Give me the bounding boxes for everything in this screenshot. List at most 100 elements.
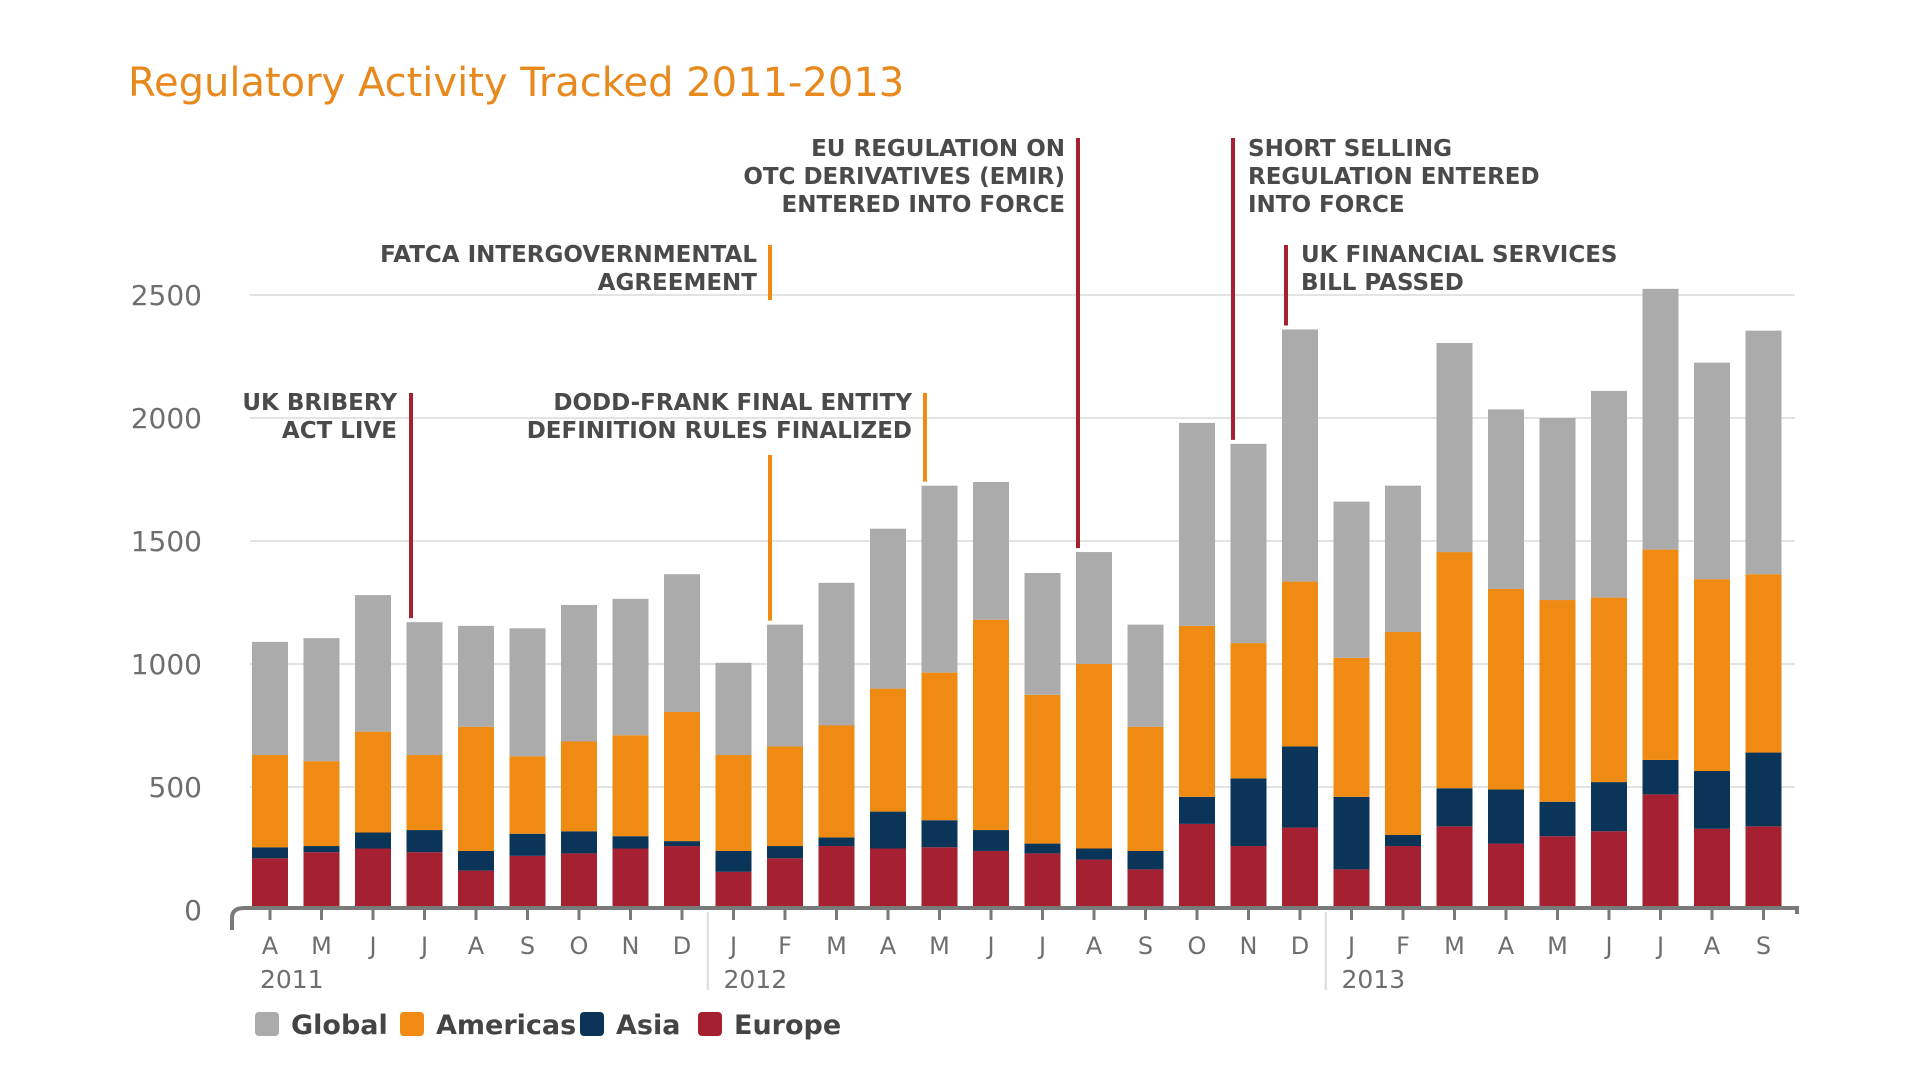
bar-global (921, 485, 958, 673)
bar-europe (303, 852, 340, 910)
bar-asia (612, 836, 649, 849)
bar-europe (870, 848, 906, 910)
x-tick-label: O (570, 932, 589, 960)
bar-europe (1745, 826, 1782, 910)
annotation-text: ACT LIVE (282, 418, 397, 444)
bar-global (561, 604, 597, 742)
bar-americas (1591, 597, 1627, 783)
bar-europe (664, 846, 700, 910)
annotation-text: UK FINANCIAL SERVICES (1301, 242, 1617, 268)
bar-global (458, 625, 494, 727)
bar-global (1333, 501, 1370, 658)
bar-americas (252, 755, 288, 848)
bar-asia (1230, 778, 1267, 847)
chart-title: Regulatory Activity Tracked 2011-2013 (128, 60, 904, 106)
bar-americas (1745, 574, 1782, 753)
legend-label-asia: Asia (616, 1010, 680, 1041)
bar-europe (561, 853, 597, 910)
bar-asia (1333, 796, 1370, 870)
annotation-text: FATCA INTERGOVERNMENTAL (380, 242, 757, 268)
x-tick-label: M (1444, 932, 1465, 960)
x-tick-label: J (419, 932, 428, 960)
bar-americas (715, 755, 752, 851)
x-tick-label: D (673, 932, 691, 960)
bar-global (715, 662, 752, 756)
x-tick-label: A (880, 932, 897, 960)
bar-asia (1076, 848, 1112, 860)
bar-global (1488, 409, 1524, 589)
x-tick-label: A (1086, 932, 1103, 960)
bar-americas (1024, 694, 1061, 844)
bar-global (1539, 418, 1576, 601)
y-tick-label: 0 (184, 894, 202, 927)
bar-global (612, 598, 649, 736)
bar-global (973, 481, 1009, 620)
bar-americas (1179, 625, 1215, 797)
bar-europe (715, 871, 752, 910)
y-tick-label: 1000 (131, 648, 202, 681)
bar-europe (252, 858, 288, 910)
x-tick-label: F (1396, 932, 1410, 960)
legend-label-europe: Europe (734, 1010, 841, 1041)
x-tick-label: J (985, 932, 994, 960)
bar-americas (612, 735, 649, 837)
legend-swatch-global (255, 1012, 279, 1036)
bar-americas (406, 755, 443, 831)
bar-europe (1179, 823, 1215, 910)
x-tick-label: J (1037, 932, 1046, 960)
bar-asia (1539, 801, 1576, 837)
x-tick-label: A (1498, 932, 1515, 960)
annotation-text: UK BRIBERY (242, 390, 397, 416)
bar-asia (252, 847, 288, 859)
bar-americas (664, 711, 700, 842)
bar-asia (1745, 752, 1782, 827)
bar-europe (1024, 853, 1061, 910)
x-tick-label: M (1547, 932, 1568, 960)
y-tick-label: 500 (149, 771, 202, 804)
bar-asia (1642, 759, 1679, 795)
bar-global (1591, 390, 1627, 598)
bar-global (252, 641, 288, 756)
bar-americas (303, 761, 340, 847)
bar-europe (509, 855, 546, 910)
x-tick-label: D (1291, 932, 1309, 960)
bar-asia (664, 841, 700, 847)
bar-americas (973, 619, 1009, 831)
bar-global (1179, 422, 1215, 626)
bar-americas (1333, 657, 1370, 797)
annotation-text: REGULATION ENTERED (1248, 164, 1540, 190)
x-tick-label: O (1188, 932, 1207, 960)
bar-americas (1694, 579, 1730, 772)
bar-global (1642, 288, 1679, 550)
bar-global (1282, 329, 1318, 582)
x-tick-label: J (367, 932, 376, 960)
year-label: 2011 (260, 965, 324, 994)
bar-europe (1282, 827, 1318, 910)
x-tick-label: M (826, 932, 847, 960)
annotation-text: SHORT SELLING (1248, 136, 1452, 162)
bar-europe (458, 870, 494, 910)
x-tick-label: A (1704, 932, 1721, 960)
x-tick-label: J (1346, 932, 1355, 960)
bar-europe (1127, 869, 1164, 910)
annotation-text: DODD-FRANK FINAL ENTITY (553, 390, 912, 416)
bar-asia (406, 830, 443, 853)
bar-asia (1385, 834, 1421, 847)
bar-europe (1333, 869, 1370, 910)
bar-global (1127, 624, 1164, 727)
bar-americas (767, 746, 803, 847)
legend-swatch-americas (400, 1012, 424, 1036)
bar-americas (561, 741, 597, 832)
bar-europe (612, 848, 649, 910)
x-tick-label: S (1138, 932, 1153, 960)
bar-americas (1385, 632, 1421, 835)
x-tick-label: J (1603, 932, 1612, 960)
bar-europe (1642, 794, 1679, 910)
x-tick-label: A (262, 932, 279, 960)
bar-global (1230, 443, 1267, 644)
bar-americas (1488, 588, 1524, 790)
bar-europe (767, 858, 803, 910)
x-axis-ticks: A M J J A S O N D J F M A M J J A S O N D J F M A M J J A S 2011 2012 20… (260, 932, 1771, 994)
legend: Global Americas Asia Europe (255, 1010, 841, 1041)
